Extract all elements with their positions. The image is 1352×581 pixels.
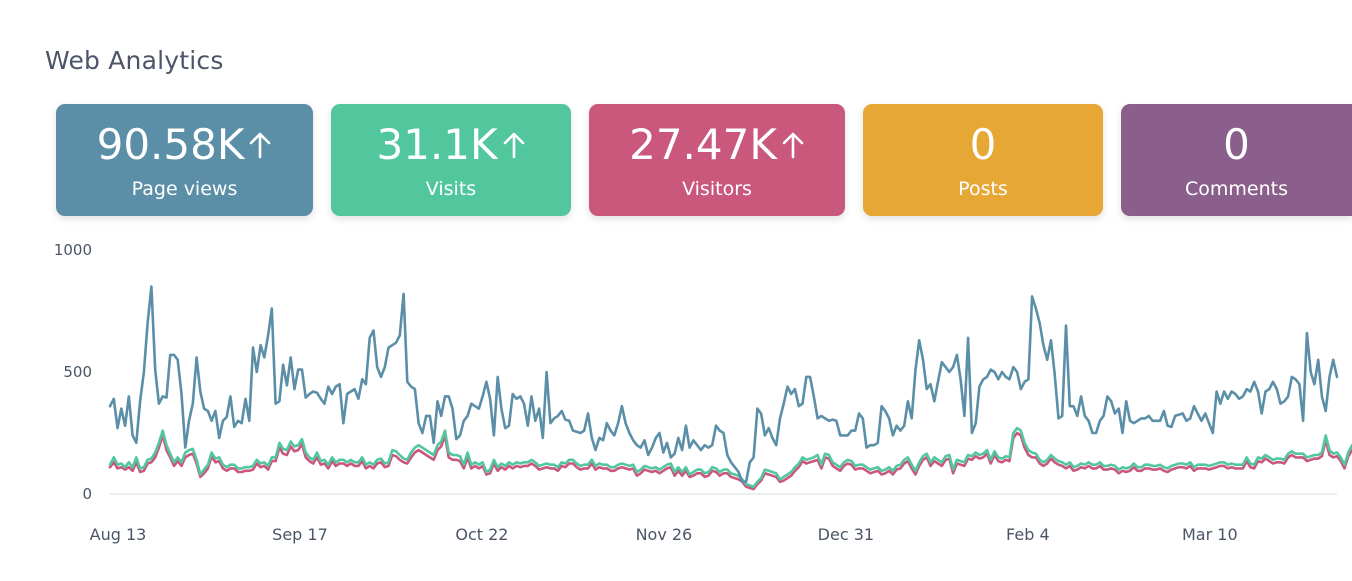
summary-cards: 90.58K Page views 31.1K Visits 27.47K Vi… [56,104,1352,216]
x-tick-label: Dec 31 [818,525,874,544]
x-axis: Aug 13 Sep 17 Oct 22 Nov 26 Dec 31 Feb 4 Mar 1… [90,525,1238,544]
comments-value: 0 [1223,120,1250,169]
x-tick-label: Oct 22 [455,525,508,544]
page-views-card[interactable]: 90.58K Page views [56,104,313,216]
posts-value: 0 [969,120,997,169]
posts-label: Posts [958,178,1008,200]
arrow-up-icon [503,132,524,159]
y-tick-label: 500 [63,363,92,381]
line-chart: 0 500 1000 Aug 13 Sep 17 Oct 22 Nov 26 Dec 31 F… [54,241,1352,544]
page-views-label: Page views [131,178,238,200]
chart-series [108,285,1352,491]
page-views-value: 90.58K [96,120,245,169]
visitors-card[interactable]: 27.47K Visitors [589,104,845,216]
y-tick-label: 0 [82,485,92,503]
x-tick-label: Aug 13 [90,525,147,544]
arrow-up-icon [782,132,804,159]
x-tick-label: Nov 26 [636,525,693,544]
x-tick-label: Sep 17 [272,525,328,544]
y-axis: 0 500 1000 [54,241,92,503]
comments-card[interactable]: 0 Comments [1121,104,1352,216]
series-line-0[interactable] [108,285,1339,484]
series-line-1[interactable] [108,426,1352,488]
posts-card[interactable]: 0 Posts [863,104,1103,216]
series-line-2[interactable] [108,431,1352,491]
visits-value: 31.1K [376,120,498,169]
visitors-value: 27.47K [629,120,777,169]
visitors-label: Visitors [682,178,752,200]
page-title: Web Analytics [45,46,224,75]
x-tick-label: Mar 10 [1182,525,1238,544]
arrow-up-icon [250,132,271,159]
comments-label: Comments [1185,178,1288,200]
visits-label: Visits [425,178,477,200]
y-tick-label: 1000 [54,241,92,259]
x-tick-label: Feb 4 [1006,525,1050,544]
visits-card[interactable]: 31.1K Visits [331,104,571,216]
